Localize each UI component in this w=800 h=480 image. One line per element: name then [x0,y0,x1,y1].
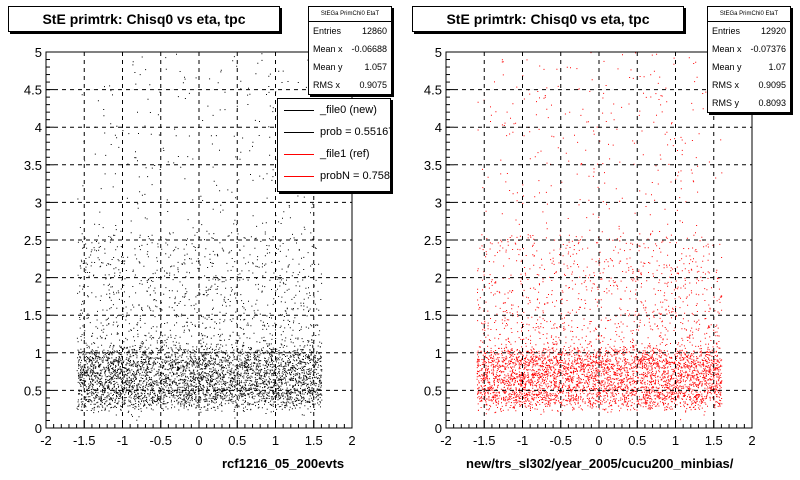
x-tick-label: -1.5 [73,433,95,448]
x-tick-label: 1.5 [305,433,323,448]
legend-line [284,153,314,155]
stat-label: Entries [712,26,741,36]
x-tick-label: 0.5 [628,433,646,448]
left-plot-title: StE primtrk: Chisq0 vs eta, tpc [8,6,280,32]
stat-label: Mean x [313,44,343,54]
x-tick-label: -0.5 [150,433,172,448]
stat-label: RMS x [712,80,739,90]
x-tick-label: 1.5 [705,433,723,448]
legend-line [284,109,314,111]
y-tick-label: 5 [435,45,442,60]
stat-value: -0.06688 [351,44,387,54]
y-tick-label: 3 [35,195,42,210]
right-stats-row-entries: Entries 12920 [708,22,790,40]
y-tick-label: 1 [435,346,442,361]
y-tick-label: 1.5 [24,308,42,323]
right-stats-row-rmsy: RMS y 0.8093 [708,94,790,112]
y-tick-label: 1 [35,346,42,361]
stat-label: Mean x [712,44,742,54]
stat-label: Mean y [313,62,343,72]
left-legend: _file0 (new) prob = 0.551673 _file1 (ref… [277,98,391,192]
left-stats-row-meany: Mean y 1.057 [309,58,391,76]
y-tick-label: 3.5 [24,158,42,173]
y-tick-label: 3.5 [424,158,442,173]
y-axis: 0 0.5 1 1.5 2 2.5 3 3.5 4 4.5 5 [24,45,54,436]
legend-label: prob = 0.551673 [320,126,390,138]
legend-label: probN = 0.758100 [320,170,391,182]
y-tick-label: 2.5 [24,233,42,248]
left-stats-header: StEGa PrimChi0 EtaT [309,7,391,22]
grid [446,52,752,428]
x-tick-label: 1 [272,433,279,448]
y-tick-label: 2 [435,271,442,286]
left-stats-box: StEGa PrimChi0 EtaT Entries 12860 Mean x-… [308,6,392,95]
grid [46,52,352,428]
y-tick-label: 0 [435,421,442,436]
stat-label: RMS x [313,80,340,90]
x-tick-label: 2 [748,433,755,448]
stat-value: -0.07376 [750,44,786,54]
y-tick-label: 1.5 [424,308,442,323]
stat-value: 0.9095 [758,80,786,90]
left-stats-row-meanx: Mean x -0.06688 [309,40,391,58]
stat-value: 0.8093 [758,98,786,108]
y-tick-label: 4 [435,120,442,135]
right-plot-title: StE primtrk: Chisq0 vs eta, tpc [412,6,684,32]
x-axis: -2 -1.5 -1 -0.5 0 0.5 1 1.5 2 [40,420,356,448]
stat-label: RMS y [712,98,739,108]
right-stats-header: StEGa PrimChi0 EtaT [708,7,790,22]
legend-item-prob: prob = 0.551673 [278,121,390,143]
stat-value: 12860 [361,26,387,36]
legend-label: _file0 (new) [320,104,377,116]
x-tick-label: 0 [195,433,202,448]
scatter-mark [476,52,723,421]
right-stats-row-meanx: Mean x -0.07376 [708,40,790,58]
stat-value: 1.07 [768,62,786,72]
stat-value: 12920 [760,26,786,36]
left-x-axis-label: rcf1216_05_200evts [222,456,345,471]
y-tick-label: 4.5 [424,83,442,98]
x-tick-label: -0.5 [550,433,572,448]
x-tick-label: 1 [672,433,679,448]
right-plot: -2 -1.5 -1 -0.5 0 0.5 1 1.5 2 0 0.5 1 1.5 2 2.5 3 3.5 4 4.… [424,45,756,448]
y-tick-label: 2 [35,271,42,286]
x-tick-label: -1 [517,433,529,448]
scatter-points [476,52,723,421]
left-stats-row-rmsx: RMS x 0.9075 [309,76,391,94]
y-tick-label: 2.5 [424,233,442,248]
x-tick-label: 0.5 [228,433,246,448]
y-tick-label: 0.5 [424,383,442,398]
stat-value: 0.9075 [359,80,387,90]
legend-line [284,131,314,133]
legend-item-file0: _file0 (new) [278,99,390,121]
y-tick-label: 0.5 [24,383,42,398]
left-stats-row-entries: Entries 12860 [309,22,391,40]
legend-line [284,175,314,177]
stat-label: Entries [313,26,342,36]
x-tick-label: 2 [348,433,355,448]
x-tick-label: -2 [440,433,452,448]
x-tick-label: 0 [595,433,602,448]
right-stats-row-rmsx: RMS x 0.9095 [708,76,790,94]
y-tick-label: 0 [35,421,42,436]
y-tick-label: 5 [35,45,42,60]
y-tick-label: 3 [435,195,442,210]
y-axis: 0 0.5 1 1.5 2 2.5 3 3.5 4 4.5 5 [424,45,454,436]
right-stats-box: StEGa PrimChi0 EtaT Entries 12920 Mean x-… [707,6,791,113]
legend-item-probn: probN = 0.758100 [278,165,390,187]
x-axis: -2 -1.5 -1 -0.5 0 0.5 1 1.5 2 [440,420,756,448]
right-stats-row-meany: Mean y 1.07 [708,58,790,76]
stat-label: Mean y [712,62,742,72]
y-tick-label: 4 [35,120,42,135]
stat-value: 1.057 [364,62,387,72]
x-tick-label: -1.5 [473,433,495,448]
x-tick-label: -2 [40,433,52,448]
legend-label: _file1 (ref) [320,148,370,160]
legend-item-file1: _file1 (ref) [278,143,390,165]
x-tick-label: -1 [117,433,129,448]
right-x-axis-label: new/trs_sl302/year_2005/cucu200_minbias/ [466,456,734,471]
y-tick-label: 4.5 [24,83,42,98]
